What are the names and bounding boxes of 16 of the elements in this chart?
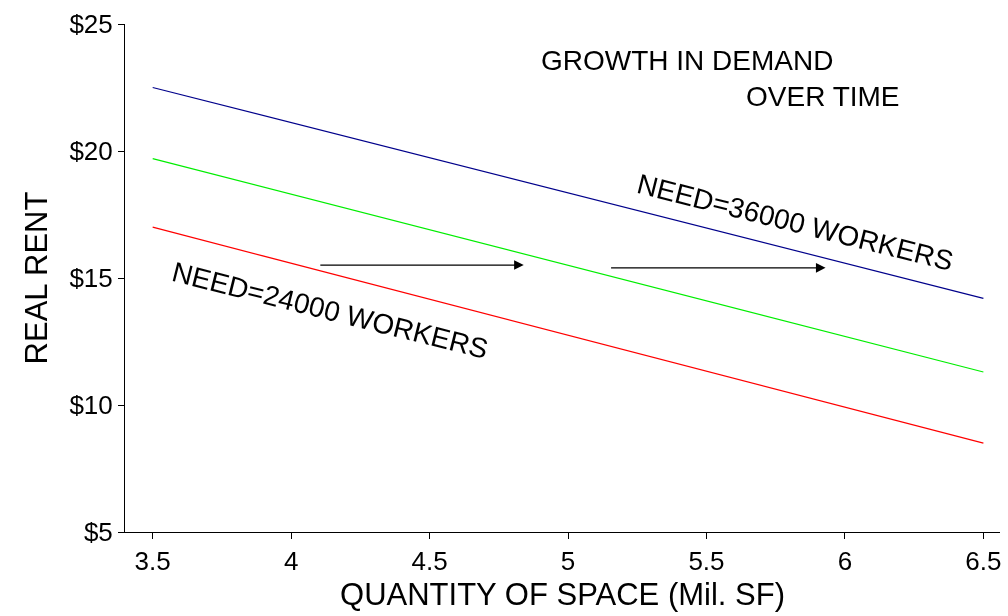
y-tick-label: $15 (69, 263, 113, 294)
x-tick-label: 3.5 (134, 546, 171, 577)
x-tick-label: 4 (283, 546, 299, 577)
y-tick-label: $25 (69, 9, 113, 40)
y-tick-label: $10 (69, 390, 113, 421)
x-axis-title: QUANTITY OF SPACE (Mil. SF) (340, 577, 785, 613)
x-tick-label: 5.5 (688, 546, 725, 577)
y-axis-title: REAL RENT (19, 191, 55, 365)
annotation: OVER TIME (746, 81, 900, 112)
x-tick-label: 6 (837, 546, 853, 577)
y-tick-label: $20 (69, 136, 113, 167)
x-tick-label: 4.5 (411, 546, 448, 577)
annotation: GROWTH IN DEMAND (541, 45, 834, 76)
x-tick-label: 6.5 (965, 546, 1002, 577)
y-tick-label: $5 (83, 517, 113, 548)
x-tick-label: 5 (560, 546, 576, 577)
